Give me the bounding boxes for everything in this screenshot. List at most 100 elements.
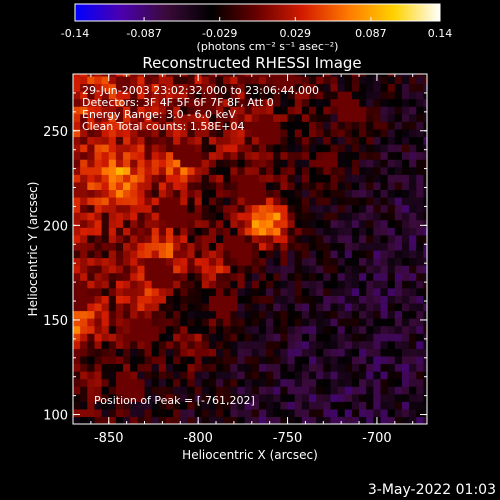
heatmap-cell <box>108 227 117 236</box>
heatmap-cell <box>373 121 382 130</box>
heatmap-cell <box>158 181 167 191</box>
heatmap-cell <box>237 136 246 145</box>
heatmap-cell <box>251 280 260 289</box>
heatmap-cell <box>330 106 339 115</box>
heatmap-cell <box>165 113 174 122</box>
heatmap-cell <box>309 280 317 289</box>
heatmap-cell <box>401 83 410 92</box>
heatmap-cell <box>423 272 427 281</box>
heatmap-cell <box>344 151 353 160</box>
heatmap-cell <box>223 340 231 349</box>
heatmap-cell <box>316 325 324 334</box>
heatmap-cell <box>337 378 346 387</box>
heatmap-cell <box>115 355 124 365</box>
heatmap-cell <box>101 212 110 221</box>
heatmap-cell <box>366 378 374 387</box>
heatmap-cell <box>165 310 174 319</box>
heatmap-cell <box>101 196 110 206</box>
heatmap-cell <box>294 242 303 251</box>
heatmap-cell <box>309 181 317 191</box>
heatmap-cell <box>194 166 203 175</box>
heatmap-cell <box>273 189 281 198</box>
heatmap-cell <box>380 348 389 357</box>
heatmap-cell <box>237 408 246 418</box>
heatmap-cell <box>251 355 260 365</box>
heatmap-cell <box>158 159 167 168</box>
heatmap-cell <box>158 355 167 365</box>
heatmap-cell <box>409 249 417 259</box>
heatmap-cell <box>165 121 174 130</box>
heatmap-cell <box>216 151 224 160</box>
heatmap-cell <box>294 280 303 289</box>
heatmap-cell <box>208 227 217 236</box>
heatmap-cell <box>380 181 389 191</box>
heatmap-cell <box>258 196 267 206</box>
heatmap-cell <box>187 265 196 274</box>
heatmap-cell <box>330 113 339 122</box>
heatmap-cell <box>351 219 360 228</box>
heatmap-cell <box>380 318 389 327</box>
heatmap-cell <box>337 196 346 206</box>
heatmap-cell <box>323 416 332 424</box>
heatmap-cell <box>337 355 346 365</box>
heatmap-cell <box>137 265 146 274</box>
heatmap-cell <box>151 204 160 213</box>
heatmap-cell <box>137 272 146 281</box>
heatmap-cell <box>337 318 346 327</box>
heatmap-cell <box>380 386 389 395</box>
heatmap-cell <box>423 91 427 100</box>
heatmap-cell <box>237 121 246 130</box>
heatmap-cell <box>237 106 246 115</box>
heatmap-cell <box>123 318 131 327</box>
heatmap-cell <box>273 174 281 183</box>
heatmap-cell <box>380 212 389 221</box>
heatmap-cell <box>180 310 189 319</box>
heatmap-cell <box>237 204 246 213</box>
heatmap-cell <box>344 295 353 304</box>
heatmap-cell <box>416 393 425 402</box>
heatmap-cell <box>201 83 210 92</box>
heatmap-cell <box>351 212 360 221</box>
heatmap-cell <box>351 318 360 327</box>
heatmap-cell <box>194 212 203 221</box>
heatmap-cell <box>73 113 81 122</box>
heatmap-cell <box>359 333 367 342</box>
heatmap-cell <box>366 386 374 395</box>
heatmap-cell <box>237 98 246 107</box>
heatmap-cell <box>237 310 246 319</box>
heatmap-cell <box>394 386 403 395</box>
heatmap-cell <box>409 242 417 251</box>
heatmap-cell <box>394 204 403 213</box>
heatmap-cell <box>130 106 138 115</box>
heatmap-cell <box>316 378 324 387</box>
heatmap-cell <box>201 204 210 213</box>
heatmap-cell <box>87 378 96 387</box>
heatmap-cell <box>309 212 317 221</box>
heatmap-cell <box>251 371 260 380</box>
heatmap-cell <box>280 348 289 357</box>
heatmap-cell <box>223 227 231 236</box>
info-text: 29-Jun-2003 23:02:32.000 to 23:06:44.000… <box>82 84 319 133</box>
heatmap-cell <box>330 181 339 191</box>
heatmap-cell <box>416 287 425 296</box>
heatmap-cell <box>409 144 417 153</box>
heatmap-cell <box>130 189 138 198</box>
heatmap-cell <box>187 287 196 296</box>
heatmap-cell <box>230 159 239 168</box>
heatmap-cell <box>366 128 374 138</box>
heatmap-cell <box>258 166 267 175</box>
heatmap-cell <box>130 174 138 183</box>
heatmap-cell <box>180 371 189 380</box>
heatmap-cell <box>173 371 181 380</box>
heatmap-cell <box>73 340 81 349</box>
heatmap-cell <box>416 113 425 122</box>
heatmap-cell <box>151 249 160 259</box>
heatmap-cell <box>237 159 246 168</box>
heatmap-cell <box>280 287 289 296</box>
heatmap-cell <box>258 74 267 77</box>
heatmap-cell <box>366 219 374 228</box>
heatmap-cell <box>230 128 239 138</box>
heatmap-cell <box>94 204 103 213</box>
heatmap-cell <box>165 287 174 296</box>
